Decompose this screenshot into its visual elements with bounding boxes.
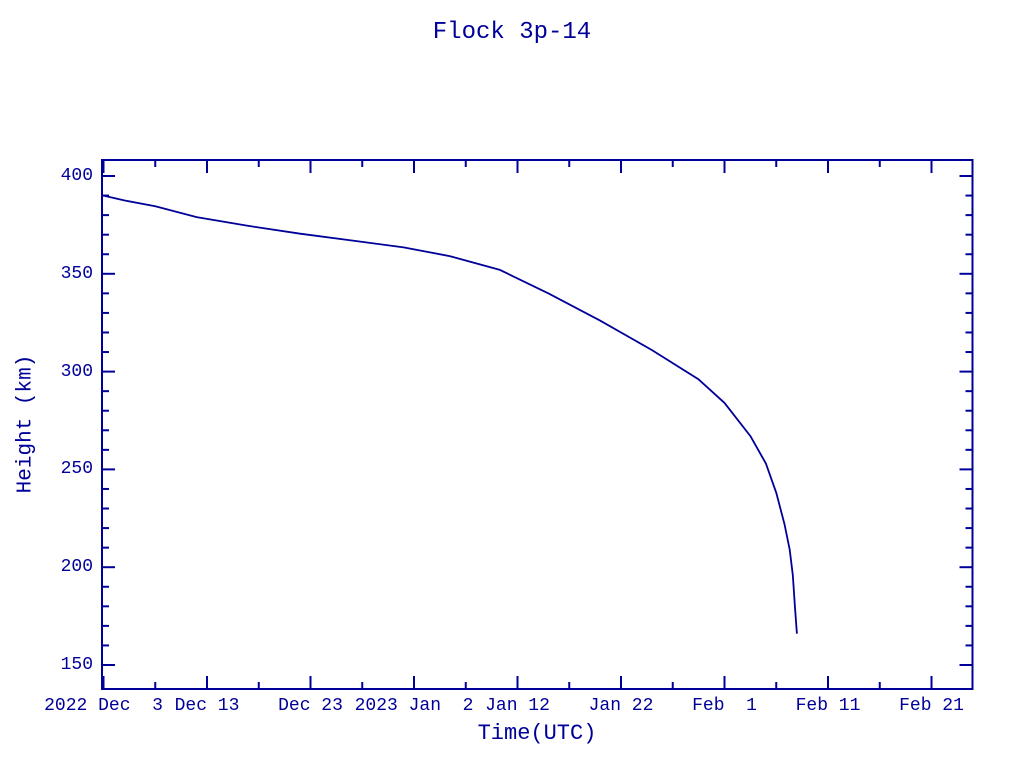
plot-frame [101, 159, 974, 690]
decay-curve [103, 194, 798, 634]
x-tick-label: Feb 11 [795, 696, 861, 716]
x-tick-label: Jan 22 [588, 696, 654, 716]
y-tick-label: 150 [60, 655, 93, 675]
x-tick-label: Feb 1 [692, 696, 757, 716]
x-tick-label: Dec 23 [278, 696, 343, 716]
chart-title: Flock 3p-14 [432, 19, 592, 46]
x-tick-label: Feb 21 [899, 696, 964, 716]
y-tick-label: 350 [60, 263, 93, 284]
x-axis-title: Time(UTC) [477, 721, 597, 746]
y-tick-label: 300 [60, 361, 93, 382]
y-tick-label: 250 [60, 459, 93, 480]
x-tick-label: Jan 12 [485, 696, 550, 716]
y-tick-label: 200 [60, 557, 93, 578]
x-tick-label: 2023 Jan 2 [354, 696, 474, 716]
x-tick-label: Dec 13 [174, 696, 240, 716]
y-tick-label: 400 [60, 166, 93, 186]
x-tick-label: 2022 Dec 3 [44, 696, 163, 716]
